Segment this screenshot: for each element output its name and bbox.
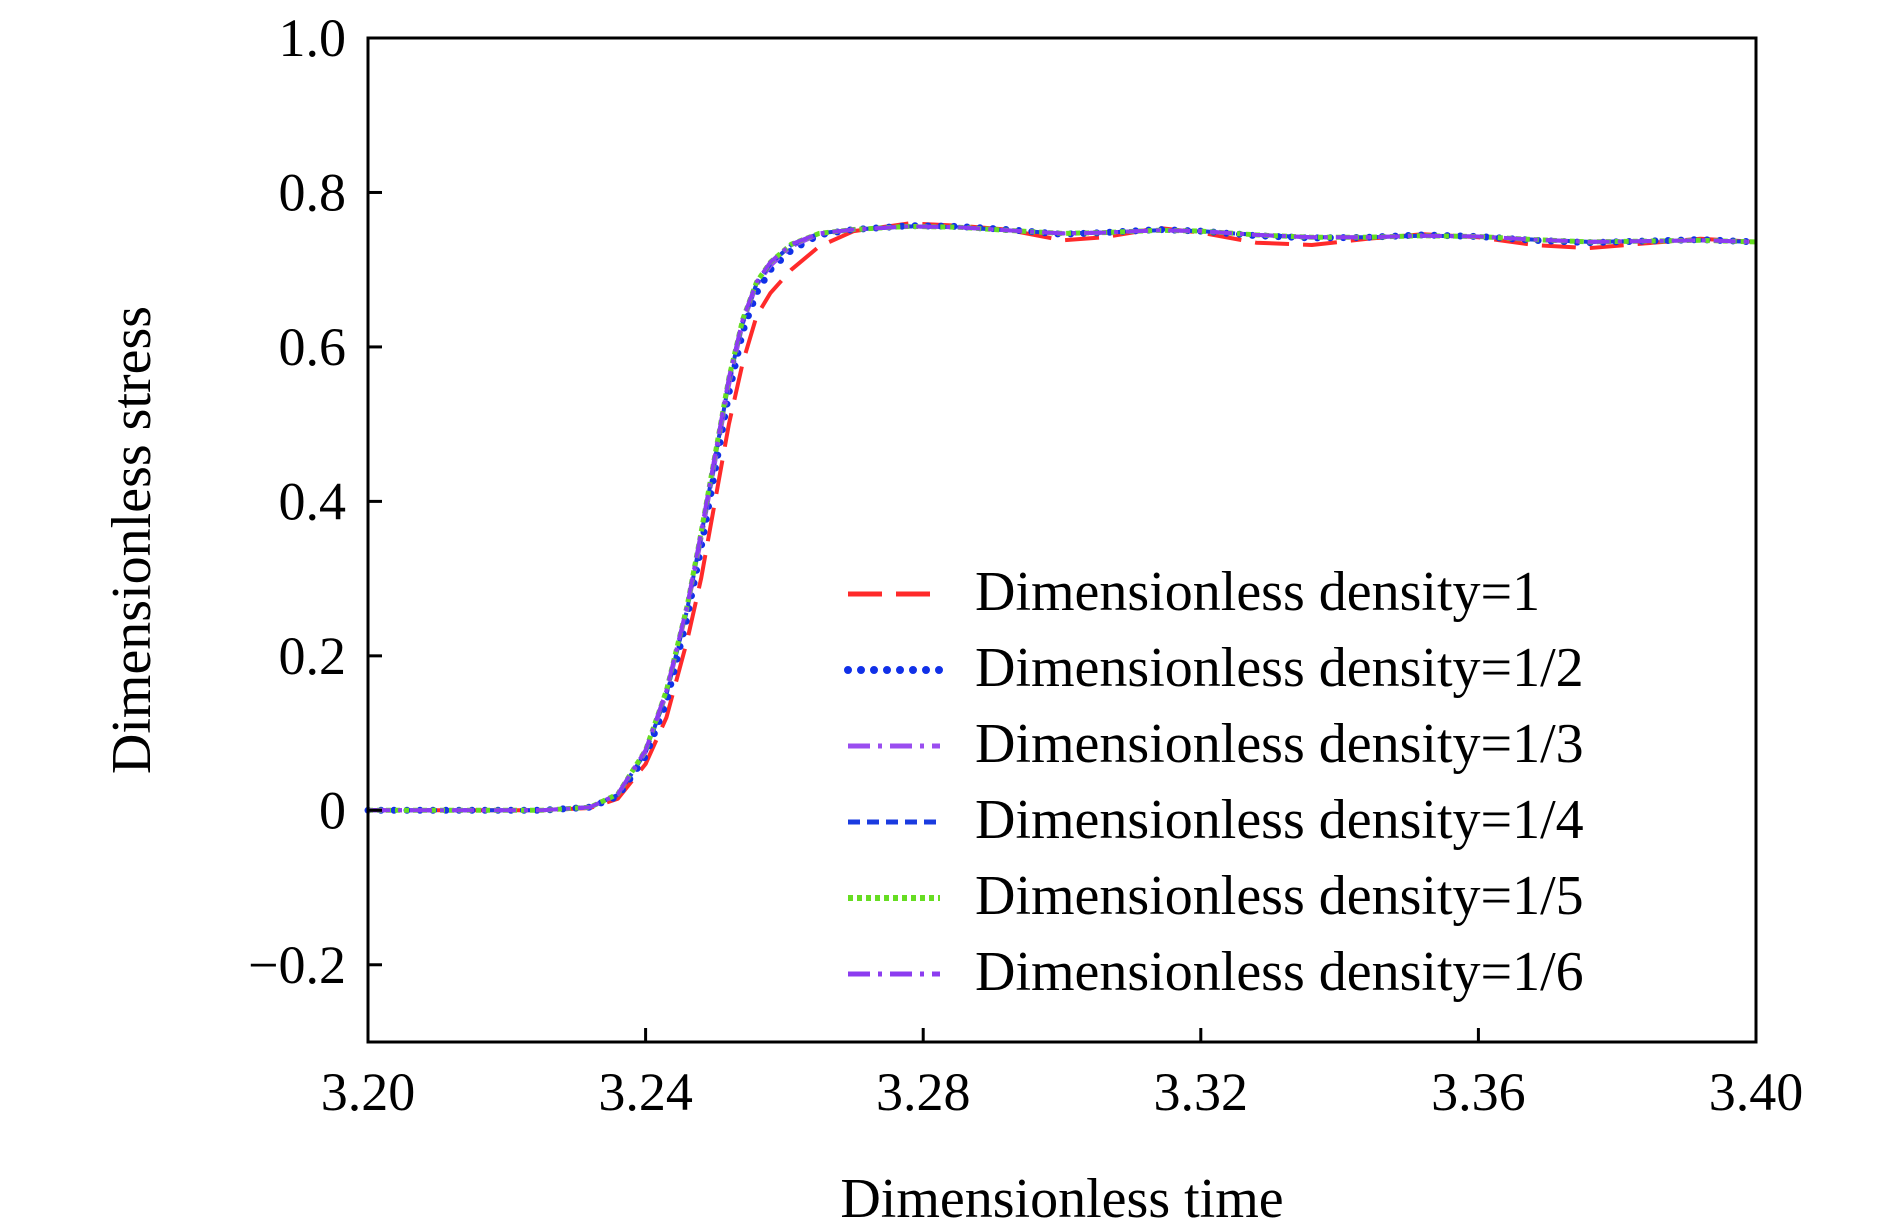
series-line-6 [368,224,1757,813]
series-layer [364,221,1760,814]
legend-label-2: Dimensionless density=1/2 [975,637,1584,699]
y-tick-label: 0.6 [279,317,347,377]
y-tick-label: 0 [319,780,346,840]
legend-label-5: Dimensionless density=1/5 [975,865,1584,927]
x-tick-label: 3.40 [1709,1062,1804,1122]
x-tick-label: 3.36 [1431,1062,1526,1122]
tick-layer: 3.20 3.24 3.28 3.32 3.36 3.40 −0.2 0 0.2 0.4 0.6 0.… [248,8,1803,1122]
x-tick-label: 3.24 [598,1062,693,1122]
legend-label-4: Dimensionless density=1/4 [975,789,1584,851]
x-tick-label: 3.28 [876,1062,971,1122]
legend-label-6: Dimensionless density=1/6 [975,941,1584,1003]
y-tick-label: 0.2 [279,626,347,686]
y-tick-label: 0.8 [279,162,347,222]
legend-label-1: Dimensionless density=1 [975,561,1540,623]
y-tick-label: −0.2 [248,935,346,995]
y-tick-label: 0.4 [279,471,347,531]
x-tick-label: 3.32 [1154,1062,1249,1122]
legend: Dimensionless density=1 Dimensionless den… [844,561,1584,1003]
y-tick-label: 1.0 [279,8,347,68]
plot-frame [366,36,1758,1044]
x-axis-title: Dimensionless time [840,1168,1283,1222]
legend-label-3: Dimensionless density=1/3 [975,713,1584,775]
x-tick-label: 3.20 [321,1062,416,1122]
y-axis-title: Dimensionless stress [101,306,163,774]
